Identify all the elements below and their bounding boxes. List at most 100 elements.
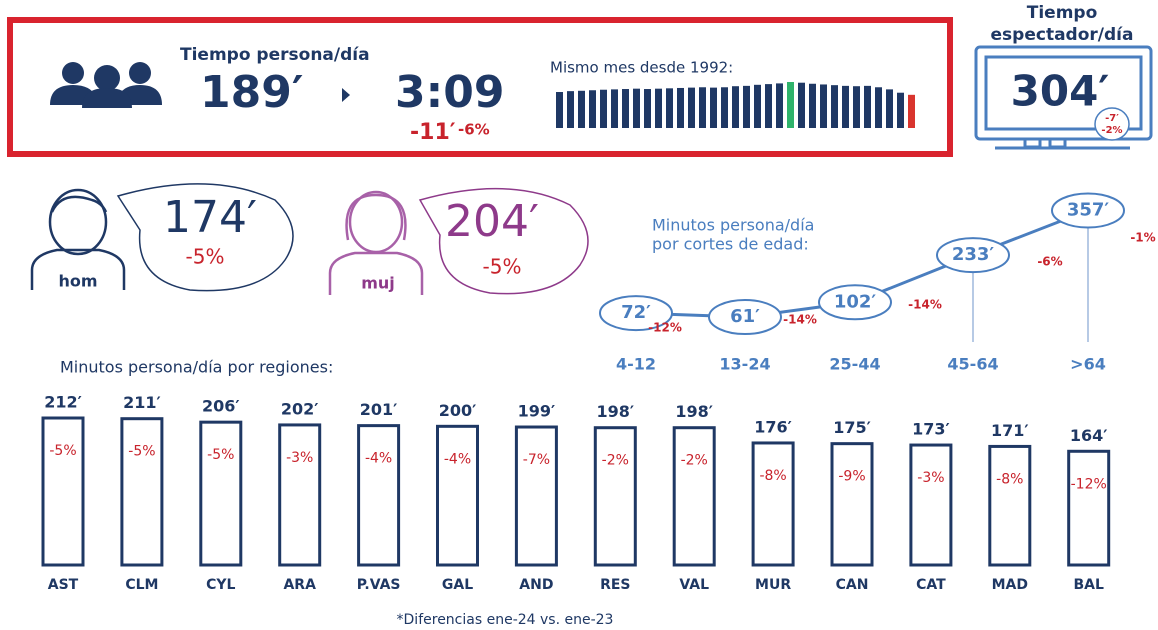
change-label: -8% — [996, 471, 1023, 487]
region-bar — [436, 424, 479, 567]
x-tick-label: RES — [600, 577, 630, 593]
spark-bar — [820, 84, 827, 128]
viewer-title: espectador/día — [991, 25, 1134, 45]
value-label: 212′ — [44, 393, 82, 412]
change-label: -8% — [759, 468, 786, 484]
age-title: por cortes de edad: — [652, 235, 809, 254]
speech-bubble — [418, 187, 589, 295]
x-tick-label: 45-64 — [947, 355, 998, 374]
change-label: -2% — [681, 453, 708, 469]
value-label: 164′ — [1070, 426, 1108, 445]
tv-icon — [974, 45, 1153, 150]
spark-bar — [699, 87, 706, 128]
change-label: -4% — [365, 451, 392, 467]
region-bar — [41, 416, 85, 567]
value-label: 61′ — [730, 306, 760, 327]
change-label: -3% — [286, 450, 313, 466]
viewer-diff-pct: -2% — [1101, 125, 1122, 136]
age-bubble — [936, 237, 1010, 274]
spark-bar — [886, 89, 893, 128]
change-label: -12% — [1071, 476, 1107, 492]
region-bar — [514, 425, 558, 567]
spark-bar — [787, 82, 794, 128]
speech-bubble — [116, 183, 294, 292]
x-tick-label: AND — [519, 577, 553, 593]
region-bar — [672, 426, 716, 567]
x-tick-label: BAL — [1073, 577, 1104, 593]
spark-bar — [721, 87, 728, 128]
change-label: -6% — [1037, 255, 1062, 269]
value-label: 198′ — [675, 402, 713, 421]
region-bar — [199, 420, 243, 567]
x-tick-label: AST — [48, 577, 79, 593]
x-tick-label: CLM — [125, 577, 158, 593]
spark-bar — [567, 91, 574, 128]
spark-bar — [908, 94, 915, 128]
x-tick-label: GAL — [442, 577, 473, 593]
x-tick-label: 25-44 — [829, 355, 880, 374]
age-bubble — [1051, 192, 1125, 229]
header-frame — [7, 17, 953, 157]
spark-bar — [864, 85, 871, 128]
x-tick-label: VAL — [679, 577, 709, 593]
header-value: 189′ — [200, 67, 303, 118]
spark-title: Mismo mes desde 1992: — [550, 59, 733, 77]
spark-bar — [600, 89, 607, 128]
value-label: 171′ — [991, 421, 1029, 440]
value-label: 175′ — [833, 418, 871, 437]
gender-label: muj — [361, 274, 395, 293]
region-bar — [593, 426, 637, 567]
change-label: -1% — [1130, 231, 1155, 245]
gender-diff: -5% — [186, 245, 225, 269]
change-label: -2% — [602, 453, 629, 469]
change-label: -5% — [128, 444, 155, 460]
x-tick-label: CYL — [206, 577, 235, 593]
viewer-bubble — [1094, 107, 1130, 141]
viewer-title: Tiempo — [1027, 3, 1098, 23]
people-icon — [50, 62, 162, 108]
spark-bar — [897, 92, 904, 128]
spark-bar — [743, 85, 750, 128]
value-label: 200′ — [439, 401, 477, 420]
value-label: 173′ — [912, 420, 950, 439]
age-title: Minutos persona/día — [652, 216, 814, 235]
region-title: Minutos persona/día por regiones: — [60, 358, 333, 377]
region-bar — [751, 441, 795, 567]
value-label: 202′ — [281, 399, 319, 418]
header-diff: -11′ — [410, 120, 456, 145]
header-title: Tiempo persona/día — [180, 45, 370, 65]
x-tick-label: 13-24 — [719, 355, 770, 374]
viewer-value: 304′ — [1011, 67, 1110, 116]
spark-bar — [578, 90, 585, 128]
change-label: -3% — [917, 470, 944, 486]
value-label: 233′ — [952, 244, 995, 265]
value-label: 357′ — [1067, 199, 1110, 220]
spark-bar — [842, 85, 849, 128]
value-label: 199′ — [518, 402, 556, 421]
value-label: 102′ — [834, 291, 877, 312]
x-tick-label: 4-12 — [616, 355, 656, 374]
spark-bar — [556, 92, 563, 128]
value-label: 206′ — [202, 397, 240, 416]
arrow — [342, 88, 350, 102]
change-label: -5% — [207, 447, 234, 463]
region-bar — [120, 417, 164, 567]
value-label: 201′ — [360, 400, 398, 419]
spark-bar — [765, 84, 772, 128]
spark-bar — [633, 88, 640, 128]
gender-value: 204′ — [445, 196, 539, 247]
spark-bar — [655, 88, 662, 128]
spark-bar — [677, 87, 684, 128]
value-label: 211′ — [123, 393, 161, 412]
viewer-diff: -7′ — [1105, 113, 1119, 124]
spark-bar — [809, 83, 816, 128]
region-bar — [909, 443, 953, 567]
region-bar — [357, 424, 401, 567]
spark-bar — [754, 84, 761, 128]
header-diff-pct: -6% — [458, 121, 490, 139]
region-bar — [1067, 449, 1111, 567]
woman-icon — [328, 190, 424, 295]
man-icon — [30, 188, 126, 290]
age-bubble — [818, 284, 892, 321]
